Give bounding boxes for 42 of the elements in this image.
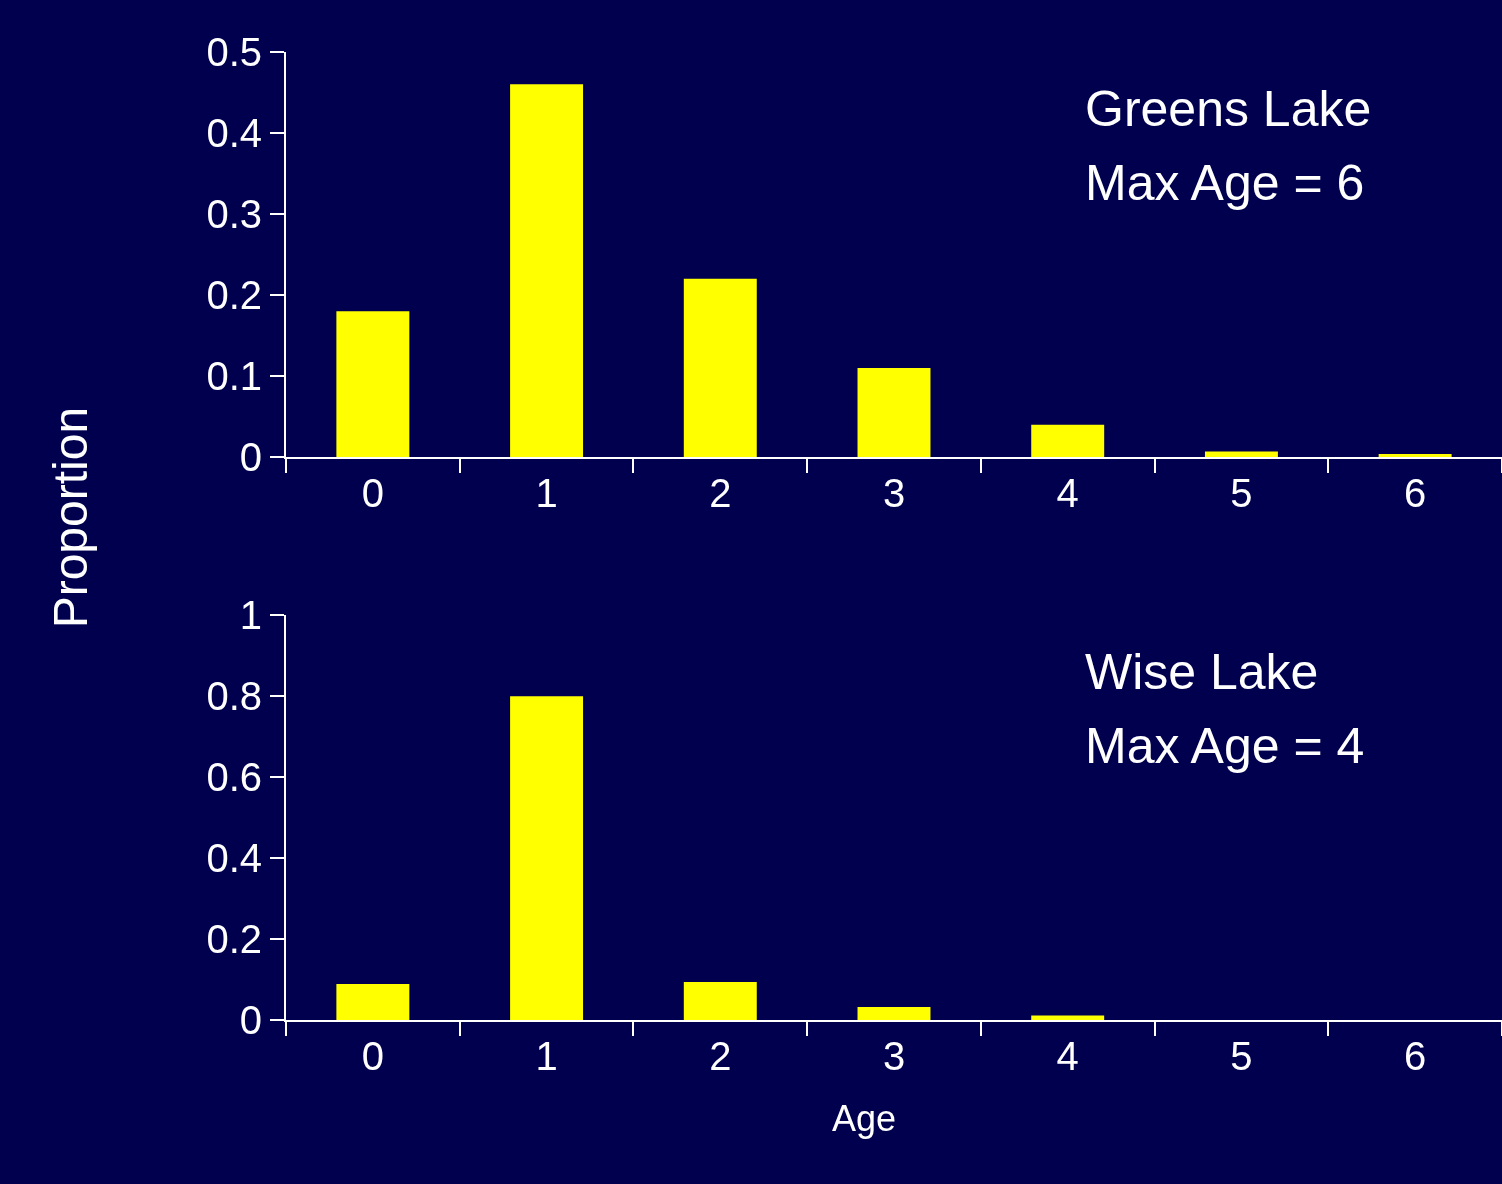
x-tick-label: 4 — [1056, 471, 1079, 516]
y-axis-title: Proportion — [43, 406, 97, 629]
bar — [683, 278, 757, 458]
x-tick-label: 6 — [1404, 1034, 1427, 1079]
x-tick-label: 2 — [709, 471, 732, 516]
y-tick-label: 0.2 — [206, 273, 262, 318]
bar — [1378, 453, 1452, 458]
y-tick-label: 0.8 — [206, 674, 262, 719]
bar — [683, 981, 757, 1021]
y-tick-label: 0.6 — [206, 755, 262, 800]
bar — [857, 368, 931, 458]
y-tick-label: 1 — [239, 593, 262, 638]
x-tick-label: 5 — [1230, 471, 1253, 516]
x-tick-label: 4 — [1056, 1034, 1079, 1079]
x-tick-label: 1 — [535, 471, 558, 516]
x-tick-label: 6 — [1404, 471, 1427, 516]
x-tick-label: 2 — [709, 1034, 732, 1079]
bar — [857, 1007, 931, 1021]
y-tick-label: 0.3 — [206, 191, 262, 236]
bar — [510, 84, 584, 458]
y-tick-label: 0 — [239, 435, 262, 480]
x-axis-title: Age — [832, 1098, 897, 1139]
bar — [510, 696, 584, 1021]
x-tick-label: 1 — [535, 1034, 558, 1079]
x-tick-label: 0 — [361, 1034, 384, 1079]
y-tick-label: 0.4 — [206, 836, 262, 881]
bar — [336, 983, 410, 1021]
annotation: Max Age = 4 — [1085, 718, 1365, 774]
y-tick-label: 0.2 — [206, 917, 262, 962]
x-tick-label: 3 — [882, 1034, 906, 1079]
y-tick-label: 0.4 — [206, 110, 262, 155]
y-tick-label: 0 — [239, 998, 262, 1043]
y-tick-label: 0.1 — [206, 354, 262, 399]
x-tick-label: 3 — [882, 471, 906, 516]
annotation: Max Age = 6 — [1085, 155, 1365, 211]
y-tick-label: 0.5 — [206, 29, 262, 74]
annotation: Wise Lake — [1085, 644, 1319, 700]
bar — [336, 311, 410, 458]
annotation: Greens Lake — [1085, 81, 1372, 137]
x-tick-label: 5 — [1230, 1034, 1253, 1079]
bar — [1031, 424, 1105, 458]
x-tick-label: 0 — [361, 471, 384, 516]
